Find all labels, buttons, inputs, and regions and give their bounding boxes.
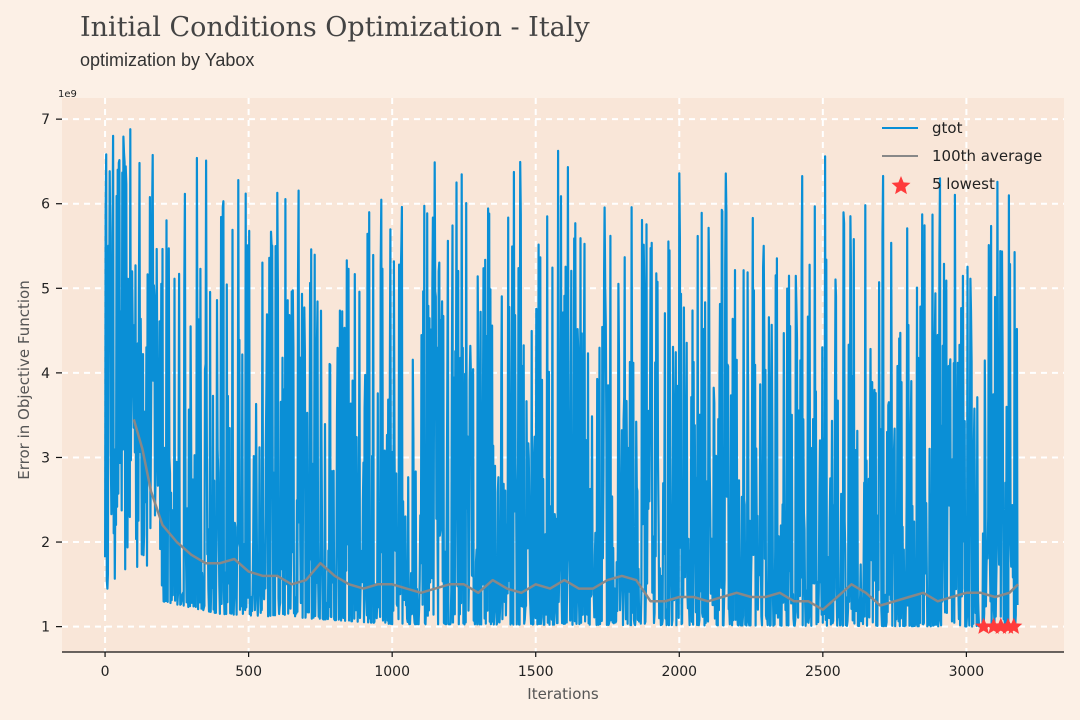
lowest-point-star bbox=[1005, 617, 1023, 634]
lowest-point-star bbox=[992, 617, 1010, 634]
legend-label-lowest: 5 lowest bbox=[932, 175, 995, 193]
y-tick-label: 6 bbox=[41, 197, 50, 213]
x-tick-label: 2000 bbox=[661, 664, 697, 680]
x-axis-label: Iterations bbox=[527, 685, 599, 703]
y-axis-label: Error in Objective Function bbox=[15, 280, 33, 479]
x-tick-label: 1500 bbox=[518, 664, 554, 680]
x-tick-label: 2500 bbox=[805, 664, 841, 680]
chart-subtitle: optimization by Yabox bbox=[80, 50, 255, 70]
legend-label-average: 100th average bbox=[932, 147, 1042, 165]
y-exponent-label: 1e9 bbox=[58, 89, 77, 100]
series-100th-average bbox=[132, 419, 1019, 611]
average-line bbox=[132, 419, 1019, 611]
series-gtot bbox=[104, 128, 1019, 628]
y-tick-label: 7 bbox=[41, 112, 50, 128]
x-tick-label: 3000 bbox=[949, 664, 985, 680]
y-tick-label: 4 bbox=[41, 366, 50, 382]
legend: gtot 100th average 5 lowest bbox=[882, 119, 1042, 195]
y-tick-label: 2 bbox=[41, 535, 50, 551]
legend-swatch-lowest-star-icon bbox=[891, 176, 911, 195]
legend-label-gtot: gtot bbox=[932, 119, 963, 137]
gtot-line bbox=[104, 128, 1019, 628]
tick-labels: 0 500 1000 1500 2000 2500 3000 1 2 3 4 5 6 7 bbox=[41, 112, 984, 680]
y-tick-label: 1 bbox=[41, 620, 50, 636]
x-tick-label: 500 bbox=[235, 664, 262, 680]
series-5-lowest bbox=[975, 617, 1023, 634]
y-tick-label: 3 bbox=[41, 450, 50, 466]
lowest-point-star bbox=[975, 617, 993, 634]
chart-title: Initial Conditions Optimization - Italy bbox=[80, 12, 590, 43]
axes bbox=[56, 118, 1064, 657]
x-tick-label: 1000 bbox=[374, 664, 410, 680]
y-tick-label: 5 bbox=[41, 281, 50, 297]
x-tick-label: 0 bbox=[101, 664, 110, 680]
